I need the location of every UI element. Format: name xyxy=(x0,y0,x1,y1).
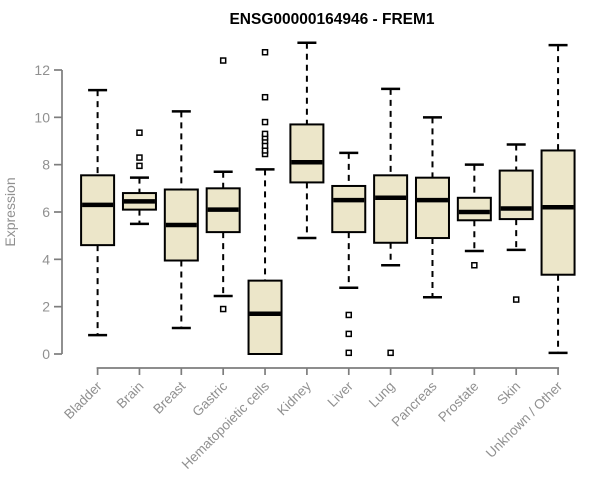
y-tick-label: 8 xyxy=(42,157,50,173)
box-group-brain xyxy=(121,129,157,226)
y-tick-label: 0 xyxy=(42,346,50,362)
outlier-point xyxy=(471,261,478,269)
x-tick-label: Unknown / Other xyxy=(483,378,566,461)
outlier-point xyxy=(261,48,269,56)
x-tick-label: Lung xyxy=(366,379,398,411)
box xyxy=(80,174,116,247)
outlier-point xyxy=(387,349,394,357)
outlier-point xyxy=(261,118,269,126)
y-tick-label: 10 xyxy=(34,109,50,125)
box xyxy=(540,149,576,276)
x-tick-label: Kidney xyxy=(274,378,314,418)
outlier-point xyxy=(219,305,227,313)
box-group-breast xyxy=(163,110,199,330)
box-group-lung xyxy=(373,87,409,357)
y-tick-label: 2 xyxy=(42,299,50,315)
outlier-point xyxy=(261,130,269,138)
box-group-bladder xyxy=(80,88,116,337)
box-group-liver xyxy=(331,151,367,357)
box xyxy=(247,279,283,355)
x-tick-label: Gastric xyxy=(189,378,230,419)
outlier-point xyxy=(136,162,143,170)
box xyxy=(289,123,325,184)
box xyxy=(498,169,534,221)
box xyxy=(331,184,367,234)
box-group-prostate xyxy=(456,163,492,269)
boxes xyxy=(80,41,576,357)
y-tick-label: 12 xyxy=(34,62,50,78)
box xyxy=(414,176,450,240)
y-axis-title: Expression xyxy=(2,177,18,246)
outlier-point xyxy=(345,349,353,357)
outlier-point xyxy=(136,129,143,136)
outlier-point xyxy=(261,93,269,101)
x-tick-label: Prostate xyxy=(435,379,481,425)
box-group-pancreas xyxy=(414,116,450,299)
outlier-point xyxy=(512,296,520,303)
outlier-point xyxy=(345,311,353,319)
y-tick-label: 6 xyxy=(42,204,50,220)
box-group-unknown-other xyxy=(540,43,576,355)
box-group-gastric xyxy=(205,57,241,313)
x-tick-label: Skin xyxy=(494,379,523,408)
chart-title: ENSG00000164946 - FREM1 xyxy=(229,11,434,28)
y-tick-label: 4 xyxy=(42,251,50,267)
outlier-point xyxy=(136,154,143,161)
box-group-skin xyxy=(498,143,534,303)
x-tick-label: Breast xyxy=(150,378,188,416)
box xyxy=(373,174,409,244)
x-tick-label: Pancreas xyxy=(389,378,440,429)
x-tick-label: Brain xyxy=(114,379,147,412)
box-group-hematopoietic-cells xyxy=(247,48,283,355)
box xyxy=(456,196,492,222)
x-tick-label: Liver xyxy=(325,378,357,410)
x-tick-label: Bladder xyxy=(61,378,105,422)
outlier-point xyxy=(219,57,227,64)
box-group-kidney xyxy=(289,41,325,240)
outlier-point xyxy=(345,330,353,338)
